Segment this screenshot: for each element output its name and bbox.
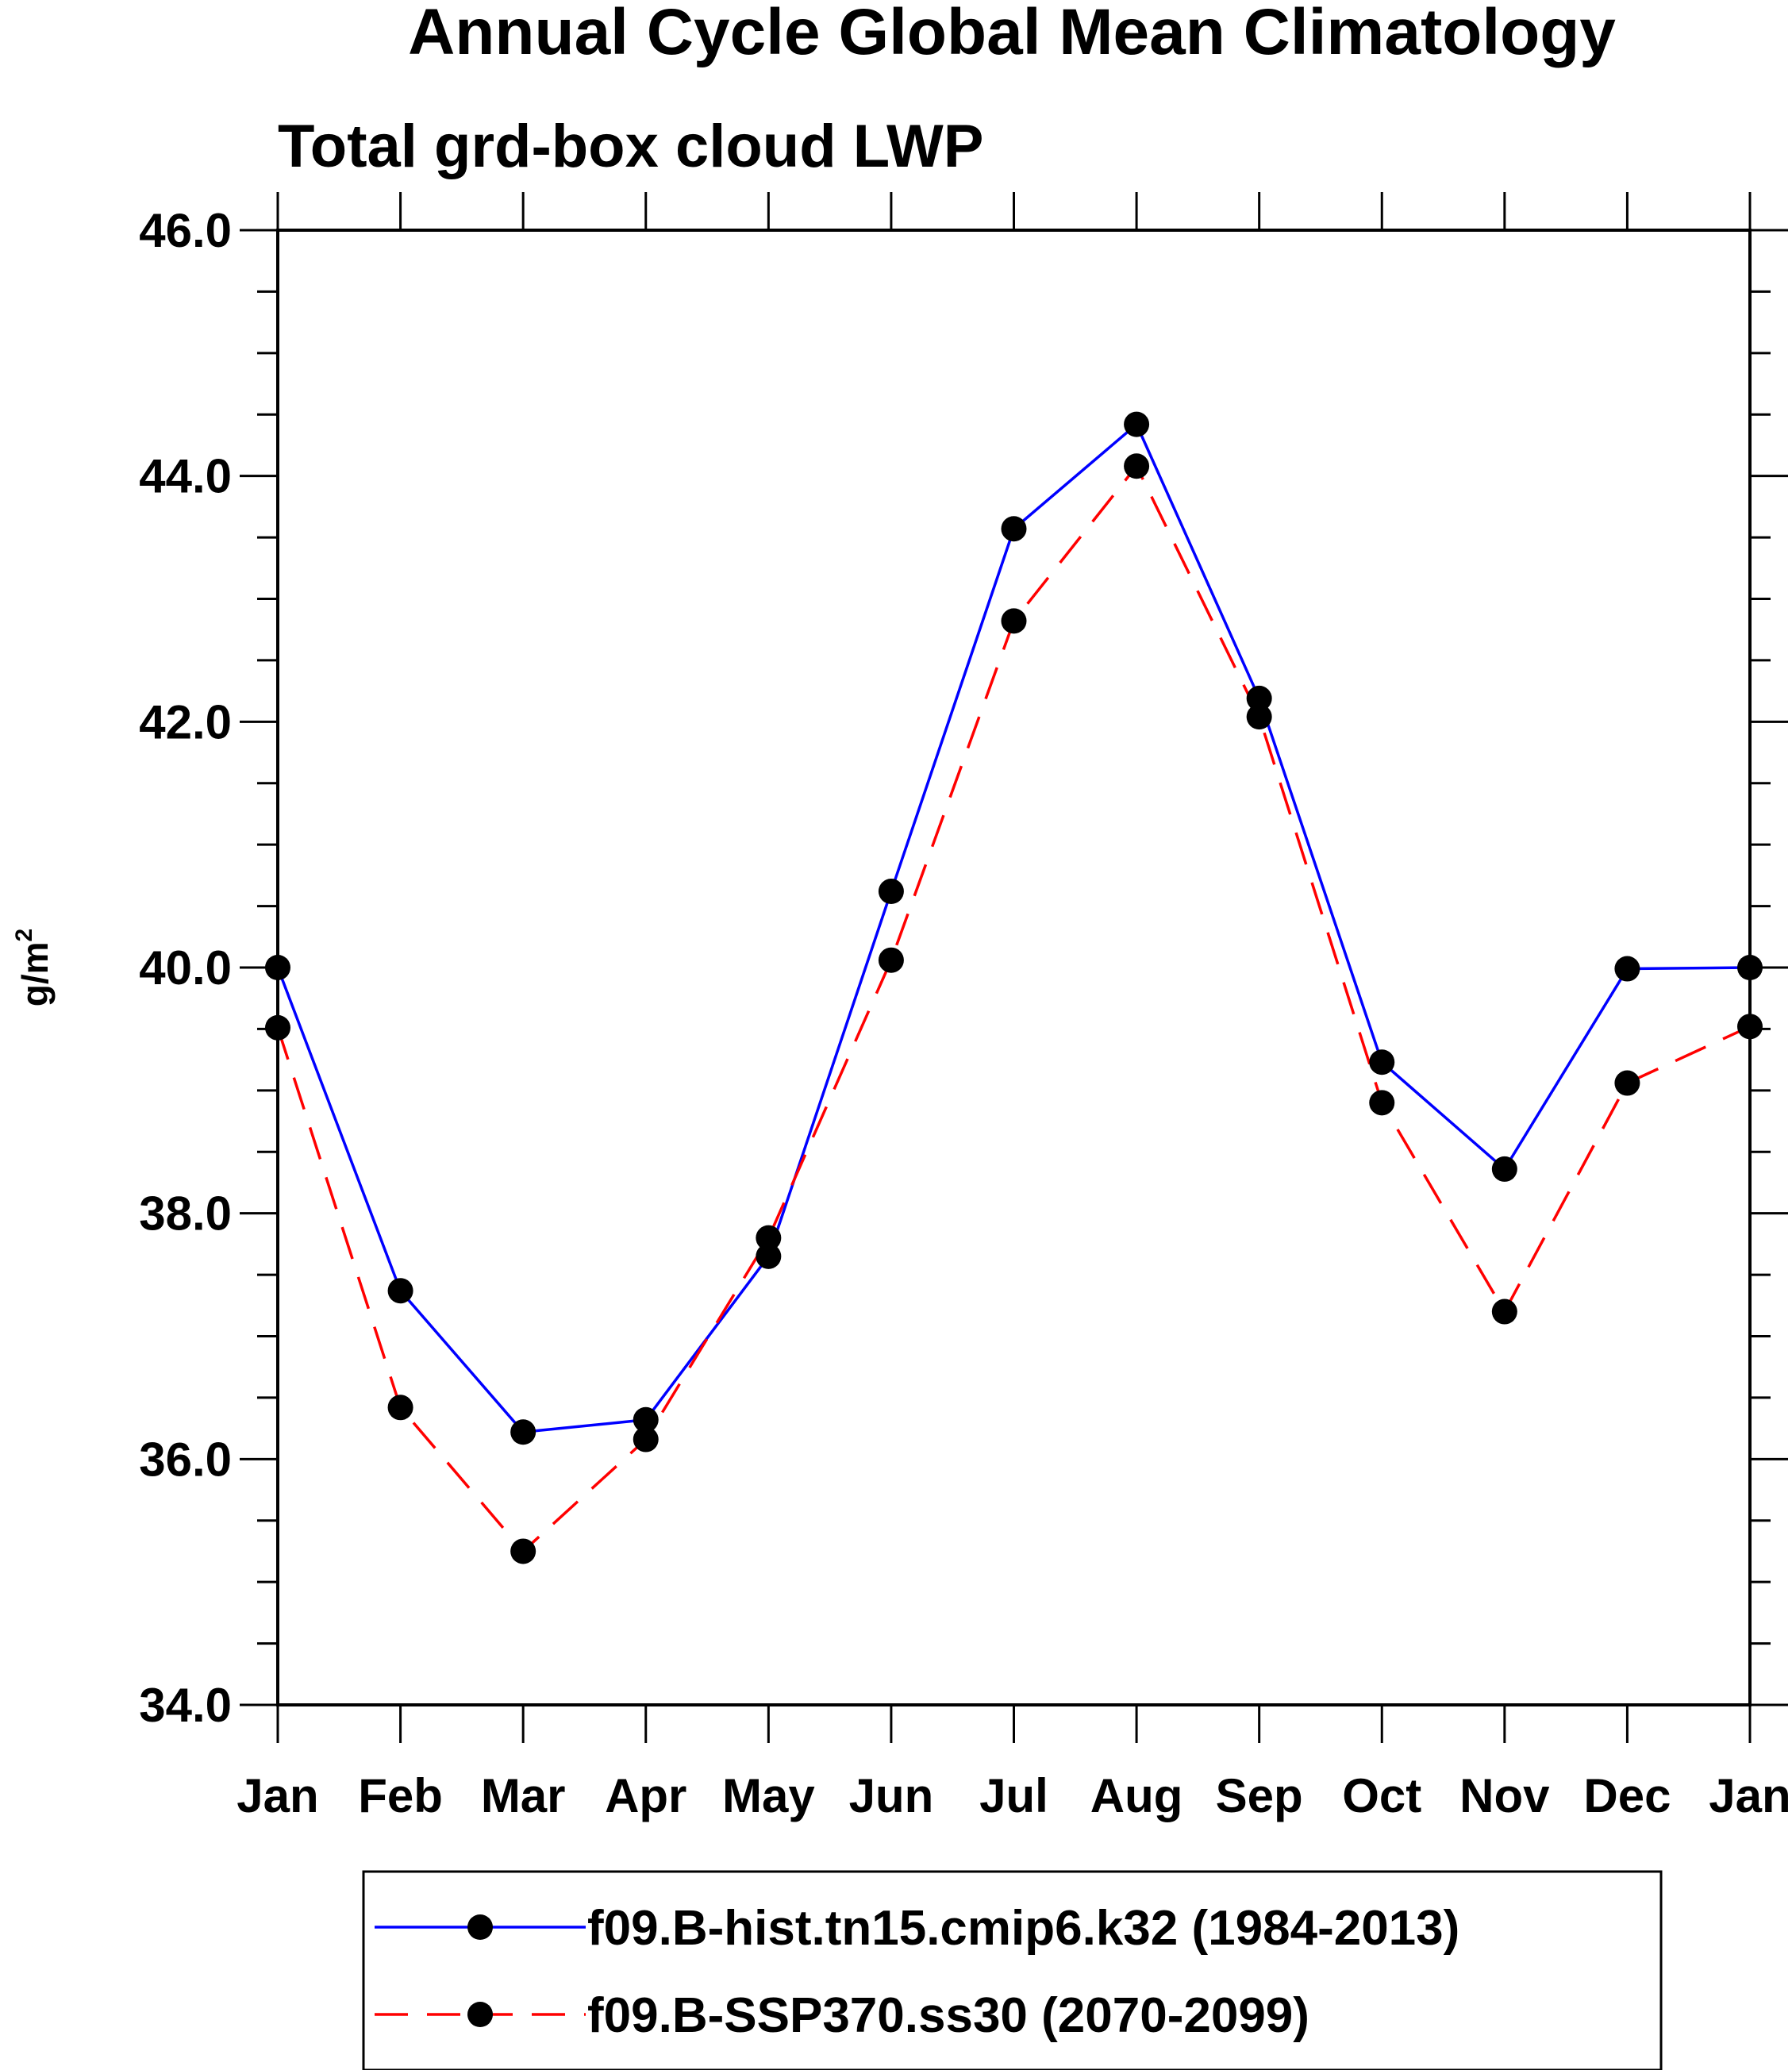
data-point-series-2	[1614, 1070, 1640, 1096]
x-tick-label: Feb	[358, 1769, 443, 1822]
data-point-series-1	[1614, 956, 1640, 982]
data-point-series-2	[1369, 1090, 1395, 1116]
legend-label-1: f09.B-hist.tn15.cmip6.k32 (1984-2013)	[587, 1901, 1459, 1956]
y-tick-label: 38.0	[139, 1187, 232, 1241]
data-point-series-1	[1491, 1156, 1517, 1182]
x-tick-label: Jun	[849, 1769, 934, 1822]
x-tick-label: Sep	[1216, 1769, 1303, 1822]
legend-label-2: f09.B-SSP370.ss30 (2070-2099)	[587, 1988, 1309, 2043]
data-point-series-1	[1001, 516, 1027, 542]
y-tick-label: 42.0	[139, 695, 232, 748]
y-tick-label: 34.0	[139, 1679, 232, 1732]
data-point-series-1	[878, 879, 904, 905]
y-tick-label: 44.0	[139, 450, 232, 503]
y-tick-labels: 46.0 44.0 42.0 40.0 38.0 36.0 34.0	[139, 204, 232, 1732]
x-tick-label: Aug	[1090, 1769, 1183, 1822]
x-tick-label: Jul	[979, 1769, 1048, 1822]
data-point-series-1	[633, 1406, 659, 1433]
data-point-series-1	[756, 1243, 782, 1269]
data-point-series-1	[510, 1419, 536, 1445]
chart-title: Annual Cycle Global Mean Climatology	[408, 0, 1616, 68]
x-tick-label: Nov	[1459, 1769, 1550, 1822]
x-tick-label: Mar	[481, 1769, 566, 1822]
y-tick-label: 40.0	[139, 941, 232, 995]
x-tick-label: Apr	[605, 1769, 686, 1822]
legend-marker-2	[467, 2002, 493, 2027]
data-point-series-1	[1246, 685, 1272, 711]
data-point-series-2	[510, 1538, 536, 1564]
series-layer	[265, 411, 1763, 1564]
data-point-series-1	[1737, 955, 1763, 980]
data-point-series-2	[633, 1426, 659, 1452]
legend-box	[362, 1870, 1663, 2070]
data-point-series-2	[1246, 704, 1272, 730]
y-tick-label: 36.0	[139, 1433, 232, 1486]
data-point-series-1	[1124, 411, 1150, 437]
y-axis-label: g/m2	[11, 929, 56, 1006]
axis-ticks	[240, 192, 1788, 1743]
data-point-series-2	[1001, 608, 1027, 634]
x-tick-label: Dec	[1583, 1769, 1671, 1822]
data-point-series-1	[387, 1278, 413, 1304]
legend: f09.B-hist.tn15.cmip6.k32 (1984-2013) f09…	[375, 1901, 1459, 2043]
x-tick-label: Jan	[236, 1769, 318, 1822]
x-tick-label: Oct	[1342, 1769, 1421, 1822]
data-point-series-2	[756, 1225, 782, 1251]
x-tick-label: Jan	[1709, 1769, 1790, 1822]
y-tick-label: 46.0	[139, 204, 232, 257]
series-line-1	[276, 422, 1751, 1434]
data-point-series-1	[265, 955, 290, 980]
data-point-series-1	[1369, 1049, 1395, 1075]
data-point-series-2	[1491, 1299, 1517, 1325]
plot-frame	[276, 229, 1752, 1706]
data-point-series-2	[1737, 1014, 1763, 1040]
data-point-series-2	[265, 1014, 290, 1041]
chart-subtitle: Total grd-box cloud LWP	[278, 113, 983, 180]
x-tick-labels: Jan Feb Mar Apr May Jun Jul Aug Sep Oct Nov Dec Jan	[236, 1769, 1790, 1822]
x-tick-label: May	[722, 1769, 815, 1822]
legend-marker-1	[467, 1914, 493, 1940]
data-point-series-2	[387, 1395, 413, 1421]
data-point-series-2	[878, 947, 904, 973]
data-point-series-2	[1124, 453, 1150, 479]
